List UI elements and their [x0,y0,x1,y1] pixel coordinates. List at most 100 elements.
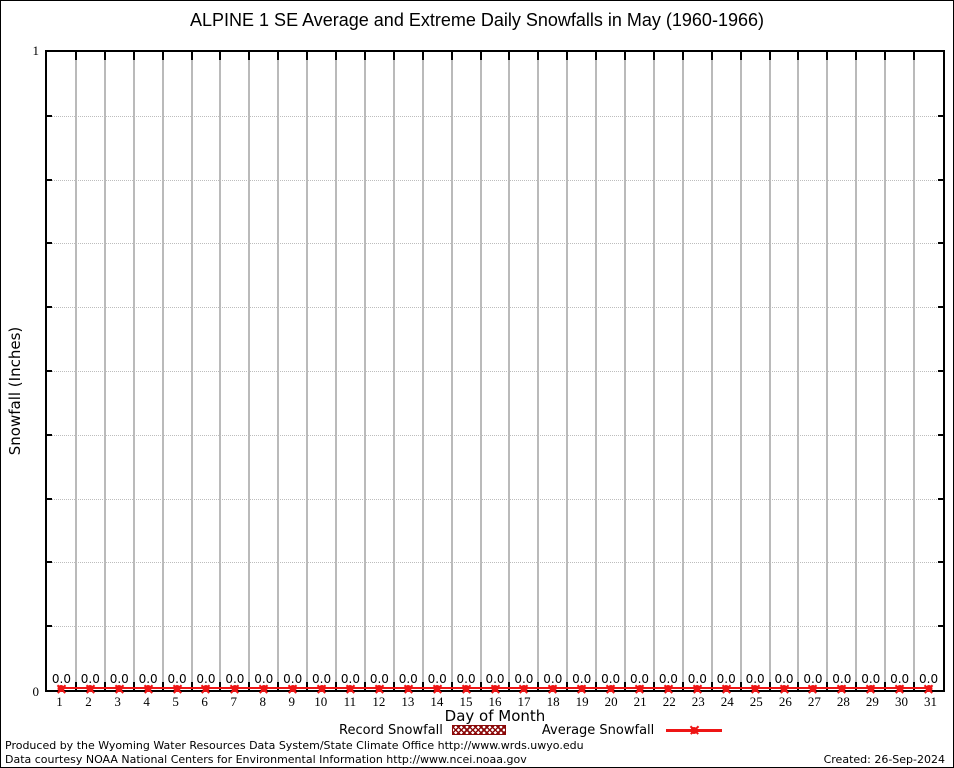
x-tick-mark-top [248,52,251,60]
x-tick-label: 31 [923,694,937,709]
x-tick-mark-top [826,52,829,60]
x-tick-mark-bottom [103,682,106,690]
data-point-marker [404,685,412,692]
data-point-value-label: 0.0 [369,672,389,686]
data-point-marker [693,685,701,692]
data-point-marker [375,685,383,692]
x-tick-mark-bottom [248,682,251,690]
data-point-value-label: 0.0 [109,672,129,686]
x-tick-mark-bottom [132,682,135,690]
x-tick-mark-top [797,52,800,60]
data-point-value-label: 0.0 [80,672,100,686]
data-point-value-label: 0.0 [456,672,476,686]
horizontal-gridline [47,179,943,181]
x-tick-label: 1 [56,694,63,709]
data-point-value-label: 0.0 [543,672,563,686]
x-tick-mark-top [595,52,598,60]
x-tick-mark-top [450,52,453,60]
x-tick-mark-bottom [392,682,395,690]
footer-created-date: Created: 26-Sep-2024 [823,753,945,766]
horizontal-gridline [47,562,943,564]
x-tick-label: 23 [691,694,705,709]
y-tick-mark-right [938,114,943,117]
data-point-value-label: 0.0 [283,672,303,686]
x-tick-label: 25 [749,694,763,709]
x-tick-label: 9 [288,694,296,709]
x-tick-label: 19 [575,694,589,709]
y-tick-mark-left [47,625,52,628]
y-axis-title-text: Snowfall (Inches) [6,326,24,456]
x-tick-label: 30 [894,694,908,709]
x-tick-label: 20 [604,694,618,709]
x-tick-label: 2 [85,694,92,709]
x-tick-label: 18 [546,694,560,709]
y-tick-mark-right [938,497,943,500]
y-tick-mark-left [47,433,52,436]
x-tick-mark-bottom [768,682,771,690]
data-point-marker [115,685,123,692]
x-tick-mark-top [74,52,77,60]
x-tick-label: 10 [314,694,328,709]
data-point-marker [520,685,528,692]
x-tick-label: 11 [343,694,357,709]
data-point-value-label: 0.0 [629,672,650,686]
data-point-marker [433,685,441,692]
x-tick-mark-top [768,52,771,60]
x-tick-mark-bottom [479,682,482,690]
horizontal-gridline [47,434,943,436]
horizontal-gridline [47,307,943,309]
data-point-value-label: 0.0 [890,672,910,686]
x-tick-mark-top [913,52,916,60]
y-tick-mark-right [938,242,943,245]
x-tick-mark-top [132,52,135,60]
y-tick-mark-right [938,306,943,309]
x-tick-mark-top [277,52,280,60]
x-tick-mark-top [103,52,106,60]
x-tick-mark-bottom [652,682,655,690]
x-tick-mark-top [479,52,482,60]
x-tick-mark-bottom [190,682,193,690]
x-tick-label: 29 [865,694,879,709]
data-point-marker [751,685,759,692]
data-point-value-label: 0.0 [687,672,707,686]
x-tick-label: 5 [172,694,179,709]
x-tick-label: 26 [778,694,792,709]
data-point-value-label: 0.0 [485,672,505,686]
x-tick-mark-bottom [450,682,453,690]
legend: Record Snowfall Average Snowfall [339,722,723,738]
y-tick-mark-left [47,242,52,245]
plot-area: 0.0 0.0 0.0 0.0 0.0 0.0 0.0 0.0 0.0 0.0 0.0 0.0 0.0 0… [45,50,945,692]
x-tick-mark-bottom [739,682,742,690]
x-tick-label: 12 [372,694,386,709]
data-point-marker [231,685,239,692]
y-tick-mark-right [938,561,943,564]
legend-average-label: Average Snowfall [541,722,655,738]
horizontal-gridline [47,115,943,117]
data-point-marker [925,685,933,692]
x-tick-mark-bottom [624,682,627,690]
data-point-value-label: 0.0 [832,672,852,686]
x-tick-mark-top [884,52,887,60]
y-tick-mark-left [47,306,52,309]
x-tick-mark-top [855,52,858,60]
x-tick-label: 7 [230,694,237,709]
data-point-marker [838,685,846,692]
y-tick-mark-right [938,370,943,372]
chart-title: ALPINE 1 SE Average and Extreme Daily Sn… [190,10,764,30]
data-point-value-label: 0.0 [138,672,158,686]
average-snowfall-line-sample-icon [666,726,723,734]
data-point-marker [607,685,615,692]
data-point-marker [346,685,354,692]
horizontal-gridline [47,371,943,372]
x-tick-mark-bottom [884,682,887,690]
x-tick-mark-top [652,52,655,60]
x-tick-mark-bottom [74,682,77,690]
data-point-value-label: 0.0 [312,672,332,686]
data-point-marker [202,685,210,692]
data-point-value-label: 0.0 [774,672,794,686]
x-tick-mark-top [710,52,713,60]
data-point-value-label: 0.0 [514,672,534,686]
x-tick-mark-bottom [797,682,800,690]
x-tick-label: 4 [143,694,150,709]
x-tick-mark-bottom [161,682,164,690]
